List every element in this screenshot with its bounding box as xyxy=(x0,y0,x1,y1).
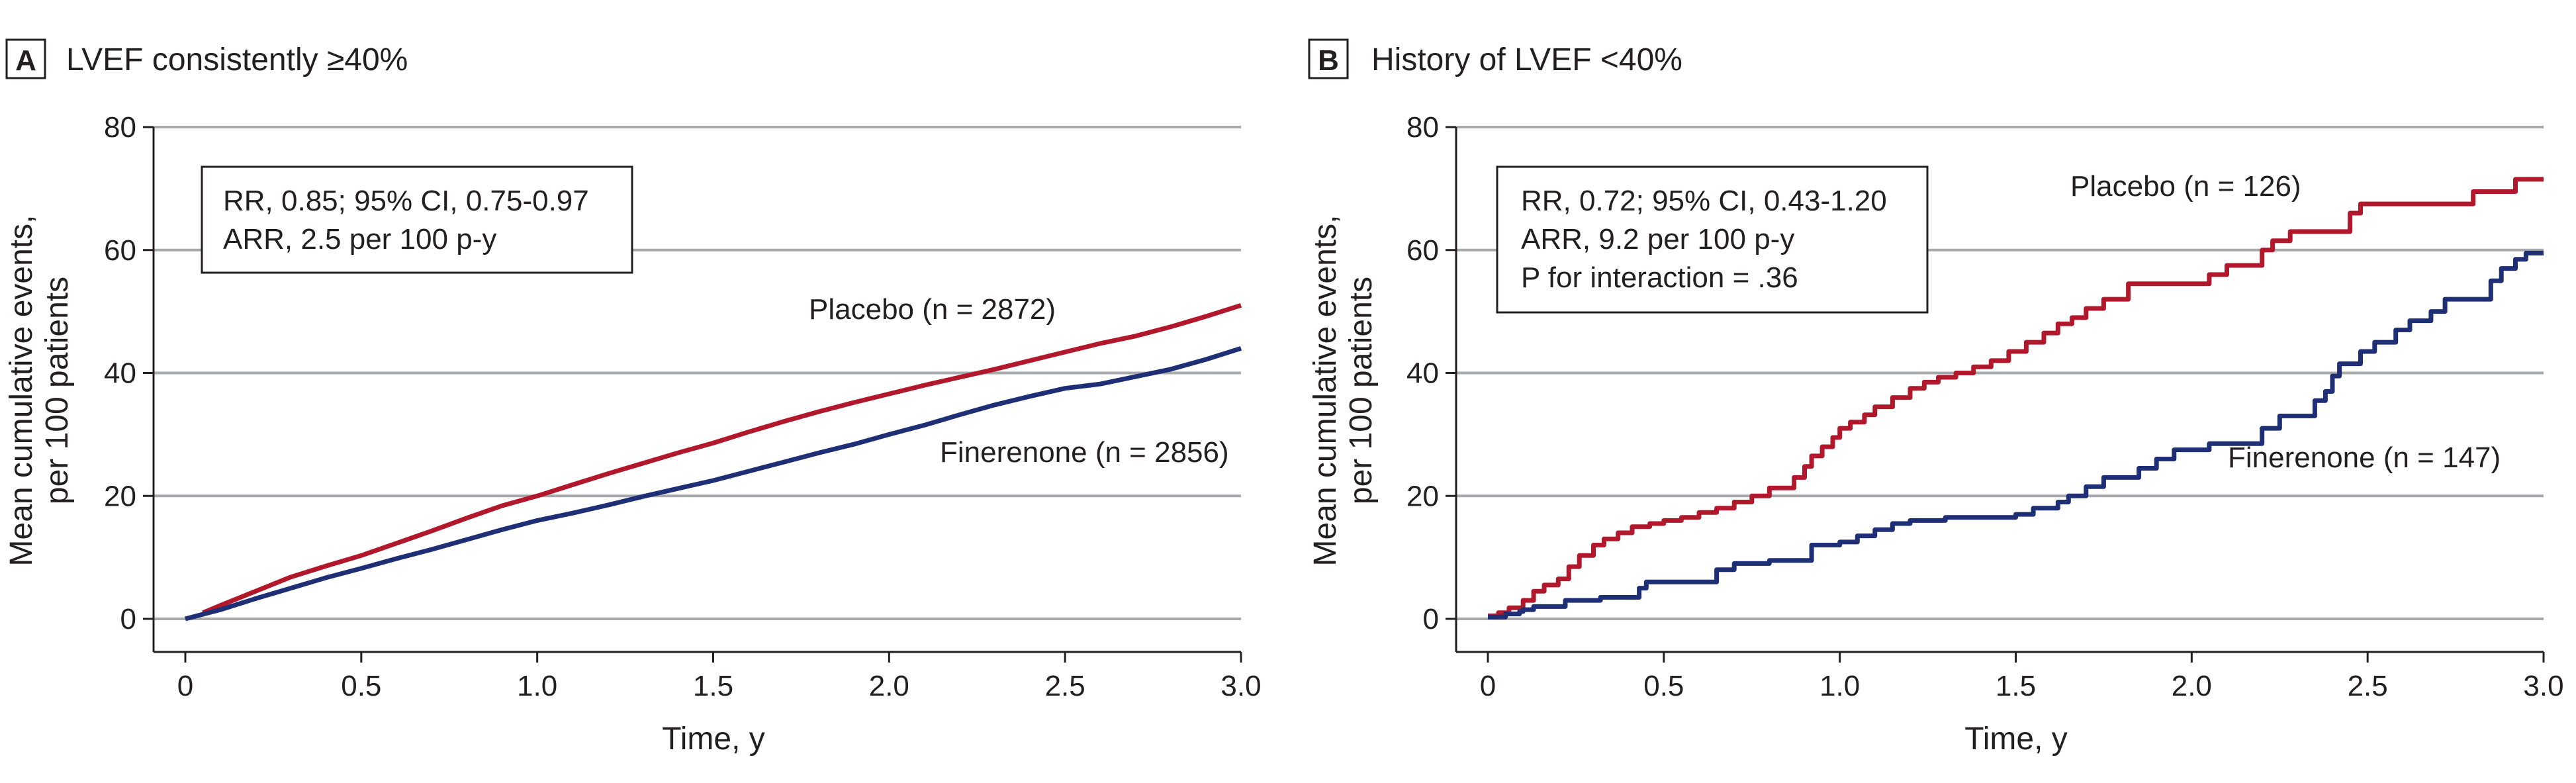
panel-a-letter-box xyxy=(5,38,46,79)
panel-b-y-tick-label: 80 xyxy=(1406,111,1439,144)
panel-b-stats-box xyxy=(1496,165,1929,314)
panel-b-x-tick-label: 0.5 xyxy=(1643,670,1684,702)
panel-b-y-tick-label: 0 xyxy=(1423,603,1439,635)
panel-a-placebo-label: Placebo (n = 2872) xyxy=(809,293,1056,326)
panel-b-title: History of LVEF <40% xyxy=(1371,42,1682,77)
panel-b-x-tick-label: 2.5 xyxy=(2348,670,2388,702)
panel-a-x-tick-label: 2.0 xyxy=(869,670,909,702)
panel-a-x-axis-label: Time, y xyxy=(662,721,765,757)
panel-b-y-tick-label: 20 xyxy=(1406,480,1439,512)
panel-b-x-tick-label: 1.5 xyxy=(1996,670,2036,702)
panel-a-x-tick-label: 3.0 xyxy=(1220,670,1261,702)
panel-a-ticks: 0 20 40 60 80 0 0.5 1.0 1.5 2.0 2.5 3.0 xyxy=(104,111,1262,702)
panel-a-x-tick-label: 0 xyxy=(177,670,193,702)
panel-b-y-tick-label: 40 xyxy=(1406,357,1439,390)
panel-a-y-tick-label: 20 xyxy=(104,480,136,512)
panel-b-finerenone-label: Finerenone (n = 147) xyxy=(2228,441,2501,474)
panel-b-letter-box xyxy=(1308,38,1349,79)
panel-a-y-axis-label-line2: per 100 patients xyxy=(40,277,75,504)
panel-a-y-tick-label: 40 xyxy=(104,357,136,390)
panel-b-y-axis-label-line1: Mean cumulative events, xyxy=(1308,215,1343,567)
panel-a-x-tick-label: 2.5 xyxy=(1045,670,1085,702)
panel-a-y-tick-label: 80 xyxy=(104,111,136,144)
panel-a-y-tick-label: 60 xyxy=(104,234,136,267)
panel-a-finerenone-label: Finerenone (n = 2856) xyxy=(940,436,1229,469)
panel-a-stat-rr: RR, 0.85; 95% CI, 0.75-0.97 xyxy=(223,185,589,217)
panel-b-x-tick-label: 0 xyxy=(1480,670,1496,702)
panel-b-x-tick-label: 1.0 xyxy=(1819,670,1860,702)
panel-b-stat-rr: RR, 0.72; 95% CI, 0.43-1.20 xyxy=(1521,185,1887,217)
panel-b-placebo-label: Placebo (n = 126) xyxy=(2070,170,2301,203)
panel-a-axes xyxy=(152,127,1241,653)
panel-a-x-tick-label: 1.5 xyxy=(693,670,733,702)
panel-b-y-axis-label-line2: per 100 patients xyxy=(1344,277,1379,504)
panel-a-stat-arr: ARR, 2.5 per 100 p-y xyxy=(223,223,496,255)
panel-a-stats-box xyxy=(201,165,633,274)
panel-b-curves xyxy=(1488,177,2544,620)
panel-b-x-tick-label: 2.0 xyxy=(2172,670,2212,702)
panel-b: B History of LVEF <40% 0 20 40 60 80 0 0.5 1.0 1… xyxy=(1308,38,2564,757)
panel-a-letter: A xyxy=(15,44,36,77)
panel-b-letter: B xyxy=(1318,44,1339,77)
panel-a-title: LVEF consistently ≥40% xyxy=(66,42,408,77)
panel-a-grid xyxy=(154,126,1241,620)
panel-b-placebo-curve xyxy=(1488,177,2544,618)
panel-b-x-axis-label: Time, y xyxy=(1964,721,2068,757)
panel-b-stat-p-interaction: P for interaction = .36 xyxy=(1521,261,1798,294)
panel-b-x-tick-label: 3.0 xyxy=(2523,670,2563,702)
panel-a-y-axis-label-line1: Mean cumulative events, xyxy=(4,215,39,567)
panel-b-finerenone-curve xyxy=(1488,250,2544,620)
panel-a: A LVEF consistently ≥40% 0 20 40 60 80 0 0.5 1.… xyxy=(4,38,1262,757)
panel-a-curves xyxy=(185,302,1242,622)
panel-a-y-tick-label: 0 xyxy=(120,603,136,635)
panel-b-ticks: 0 20 40 60 80 0 0.5 1.0 1.5 2.0 2.5 3.0 xyxy=(1406,111,2564,702)
panel-b-stat-arr: ARR, 9.2 per 100 p-y xyxy=(1521,223,1794,255)
panel-a-x-tick-label: 0.5 xyxy=(341,670,381,702)
panel-a-finerenone-curve xyxy=(185,345,1242,622)
panel-a-placebo-curve xyxy=(202,302,1242,615)
panel-a-x-tick-label: 1.0 xyxy=(517,670,557,702)
panel-b-axes xyxy=(1455,127,2544,653)
panel-b-y-tick-label: 60 xyxy=(1406,234,1439,267)
